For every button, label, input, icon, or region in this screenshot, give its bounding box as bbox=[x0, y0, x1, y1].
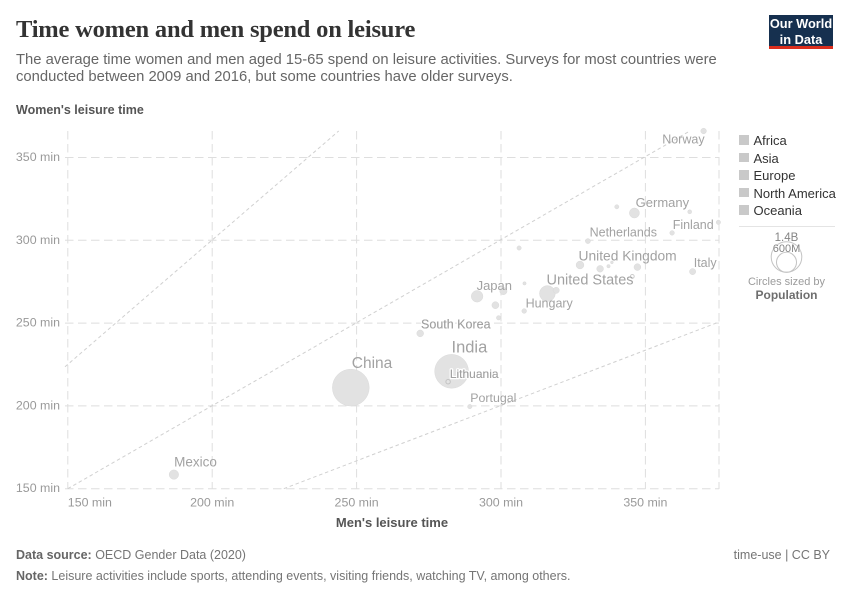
svg-text:Lithuania: Lithuania bbox=[450, 367, 499, 381]
svg-text:United States: United States bbox=[546, 272, 633, 288]
svg-text:South Korea: South Korea bbox=[421, 317, 491, 331]
svg-text:150 min: 150 min bbox=[16, 481, 60, 495]
svg-text:Italy: Italy bbox=[694, 256, 718, 270]
svg-text:200 min: 200 min bbox=[190, 496, 234, 510]
svg-text:Japan: Japan bbox=[477, 278, 512, 293]
svg-text:Finland: Finland bbox=[673, 218, 714, 232]
svg-text:Netherlands: Netherlands bbox=[590, 225, 657, 239]
svg-text:South Korea: South Korea bbox=[421, 317, 491, 331]
svg-text:150 min: 150 min bbox=[68, 496, 112, 510]
svg-text:Lithuania: Lithuania bbox=[450, 367, 499, 381]
svg-text:300 min: 300 min bbox=[479, 496, 523, 510]
svg-text:350 min: 350 min bbox=[623, 496, 667, 510]
svg-text:China: China bbox=[352, 355, 393, 372]
svg-text:Portugal: Portugal bbox=[470, 391, 516, 405]
svg-text:United Kingdom: United Kingdom bbox=[579, 248, 677, 263]
svg-text:300 min: 300 min bbox=[16, 233, 60, 247]
svg-text:Men's leisure time: Men's leisure time bbox=[336, 515, 448, 530]
svg-text:Germany: Germany bbox=[636, 195, 690, 210]
svg-text:250 min: 250 min bbox=[16, 316, 60, 330]
svg-text:Hungary: Hungary bbox=[526, 296, 574, 310]
svg-text:Mexico: Mexico bbox=[174, 455, 217, 470]
svg-text:Norway: Norway bbox=[662, 133, 705, 147]
svg-text:350 min: 350 min bbox=[16, 150, 60, 164]
svg-text:200 min: 200 min bbox=[16, 398, 60, 412]
svg-text:250 min: 250 min bbox=[335, 496, 379, 510]
svg-text:India: India bbox=[452, 339, 489, 357]
